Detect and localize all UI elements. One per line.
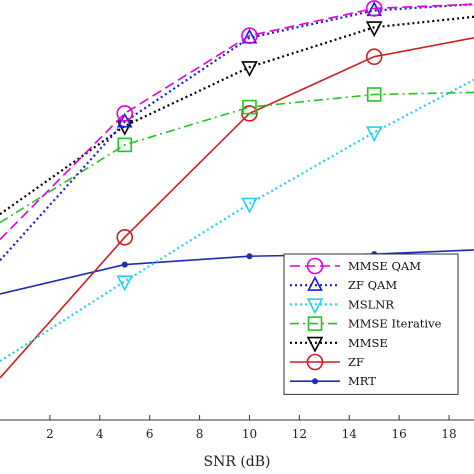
legend-label: MMSE: [348, 336, 388, 350]
legend-item: MRT: [290, 374, 376, 388]
legend: MMSE QAM ZF QAM MSLNR MMSE Iterative MMSE ZF M…: [283, 253, 459, 395]
data-point-circle: [241, 105, 258, 122]
data-point-circle: [306, 257, 324, 275]
legend-item: MMSE Iterative: [290, 316, 442, 331]
x-tick-label: 18: [441, 427, 456, 441]
x-axis-label: SNR (dB): [203, 454, 270, 470]
data-point-triangle-down: [306, 298, 324, 315]
data-point-square: [242, 99, 257, 115]
data-point-dot: [246, 253, 253, 260]
data-point-triangle-down: [306, 336, 324, 353]
legend-label: MRT: [348, 374, 376, 388]
x-tick-label: 14: [342, 427, 358, 441]
data-point-square: [307, 316, 323, 331]
legend-label: ZF: [348, 355, 364, 369]
x-tick-label: 8: [196, 427, 204, 441]
series-zf-qam: [0, 1, 474, 262]
data-point-triangle-down: [365, 126, 383, 143]
x-tick-label: 10: [242, 427, 257, 441]
data-point-triangle-down: [116, 275, 134, 292]
x-tick-label: 6: [146, 427, 154, 441]
legend-label: MSLNR: [348, 297, 394, 311]
series-line: [0, 3, 474, 262]
series-mmse-iterative: [0, 87, 474, 224]
series-mmse-qam: [0, 0, 474, 240]
data-point-circle: [365, 0, 383, 17]
data-point-circle: [306, 353, 324, 371]
legend-item: MMSE: [290, 336, 388, 353]
x-tick-label: 4: [96, 427, 104, 441]
data-point-square: [117, 137, 133, 153]
x-tick-label: 12: [292, 427, 307, 441]
data-point-triangle-down: [241, 61, 258, 77]
series-line: [0, 3, 474, 240]
data-point-circle: [365, 48, 383, 66]
data-point-circle: [241, 27, 258, 45]
data-point-triangle-down: [241, 197, 258, 214]
legend-item: MMSE QAM: [290, 257, 421, 275]
x-tick-label: 2: [46, 427, 54, 441]
data-point-triangle-up: [307, 276, 323, 291]
legend-label: MMSE Iterative: [348, 317, 442, 331]
legend-label: ZF QAM: [348, 278, 397, 292]
x-tick-label: 16: [392, 427, 407, 441]
series-mslnr: [0, 78, 474, 363]
x-axis-ticks: 2 4 6 8 10 12 14 16 18: [46, 415, 457, 441]
series-layer: [0, 0, 474, 379]
legend-item: ZF QAM: [290, 276, 397, 292]
data-point-triangle-down: [365, 21, 383, 38]
legend-item: MSLNR: [290, 297, 394, 315]
data-point-square: [366, 87, 382, 102]
legend-label: MMSE QAM: [348, 259, 421, 273]
data-point-dot: [312, 378, 318, 385]
series-line: [0, 78, 474, 363]
data-point-dot: [121, 261, 128, 268]
series-line: [0, 91, 474, 224]
series-line: [0, 15, 474, 216]
data-point-circle: [116, 105, 134, 122]
legend-item: ZF: [290, 353, 364, 371]
data-point-circle: [116, 229, 134, 246]
